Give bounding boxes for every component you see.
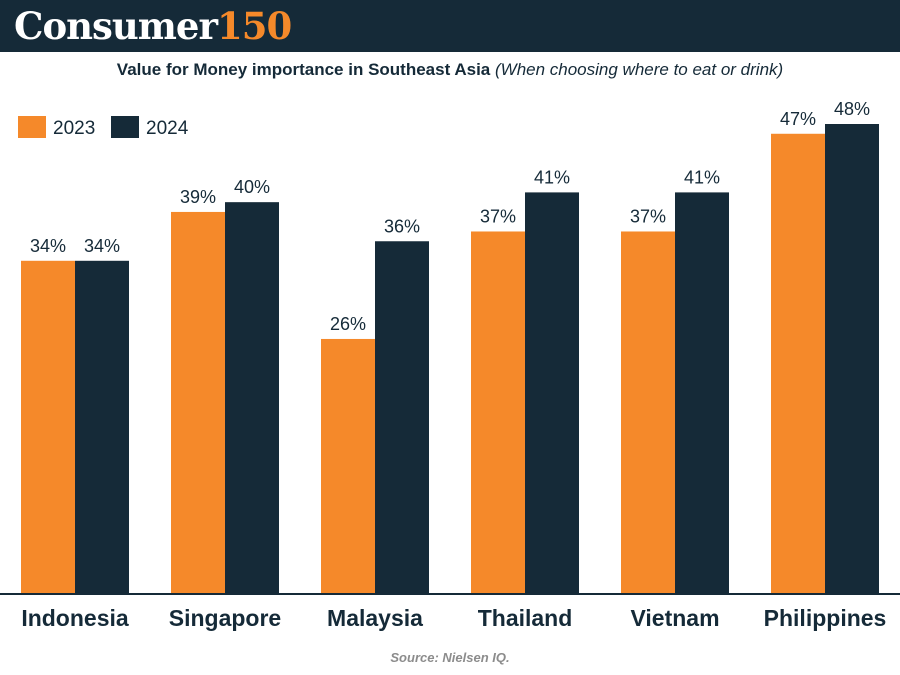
legend-swatch-2024: [111, 116, 139, 138]
data-label-singapore-2023: 39%: [180, 187, 216, 207]
chart-title-sub: (When choosing where to eat or drink): [494, 60, 784, 79]
bar-indonesia-2024: [75, 260, 129, 593]
bar-vietnam-2023: [621, 231, 675, 593]
x-tick-label-singapore: Singapore: [169, 605, 281, 631]
legend-swatch-2023: [18, 116, 46, 138]
bar-malaysia-2023: [321, 338, 375, 593]
bars-group: [21, 124, 879, 594]
data-label-vietnam-2023: 37%: [630, 206, 666, 226]
x-tick-label-philippines: Philippines: [764, 605, 887, 631]
source-note: Source: Nielsen IQ.: [390, 650, 510, 665]
data-label-indonesia-2023: 34%: [30, 236, 66, 256]
chart-title: Value for Money importance in Southeast …: [0, 60, 900, 80]
x-tick-label-vietnam: Vietnam: [630, 605, 719, 631]
data-label-philippines-2023: 47%: [780, 109, 816, 129]
legend-label-2024: 2024: [146, 118, 189, 139]
data-label-malaysia-2024: 36%: [384, 216, 420, 236]
data-label-thailand-2024: 41%: [534, 167, 570, 187]
legend-label-2023: 2023: [53, 118, 95, 139]
data-label-vietnam-2024: 41%: [684, 167, 720, 187]
data-labels-group: 34% 34% 39% 40% 26% 36% 37% 41% 37% 41% 47% 48%: [30, 99, 870, 334]
data-label-thailand-2023: 37%: [480, 206, 516, 226]
x-tick-label-malaysia: Malaysia: [327, 605, 423, 631]
header-bar: Consumer150: [0, 0, 900, 52]
bar-indonesia-2023: [21, 260, 75, 593]
data-label-malaysia-2023: 26%: [330, 314, 366, 334]
data-label-singapore-2024: 40%: [234, 177, 270, 197]
bar-malaysia-2024: [375, 241, 429, 593]
legend: 2023 2024: [18, 116, 189, 139]
x-tick-label-thailand: Thailand: [478, 605, 573, 631]
chart-title-main: Value for Money importance in Southeast …: [116, 60, 491, 79]
bar-thailand-2023: [471, 231, 525, 593]
data-label-indonesia-2024: 34%: [84, 236, 120, 256]
bar-vietnam-2024: [675, 192, 729, 594]
bar-singapore-2023: [171, 211, 225, 593]
bar-singapore-2024: [225, 202, 279, 593]
brand-number: 150: [216, 4, 292, 48]
x-tick-label-indonesia: Indonesia: [21, 605, 129, 631]
bar-philippines-2024: [825, 124, 879, 593]
data-label-philippines-2024: 48%: [834, 99, 870, 119]
bar-thailand-2024: [525, 192, 579, 594]
brand-logo: Consumer150: [14, 3, 292, 49]
x-tick-labels-group: Indonesia Singapore Malaysia Thailand Vietna…: [21, 605, 886, 631]
brand-name: Consumer: [14, 4, 218, 48]
bar-philippines-2023: [771, 133, 825, 594]
